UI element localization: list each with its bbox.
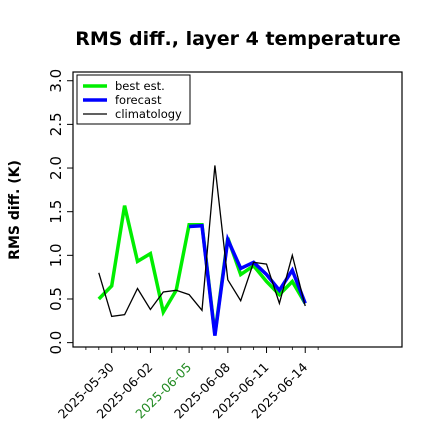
x-axis: 2025-05-302025-06-022025-06-052025-06-08… <box>55 347 319 421</box>
series-layer <box>97 165 307 336</box>
chart-title: RMS diff., layer 4 temperature <box>75 28 401 50</box>
y-tick-label: 2.0 <box>47 156 65 180</box>
legend-label: forecast <box>115 93 162 107</box>
y-tick-label: 1.5 <box>47 200 65 224</box>
legend-label: best est. <box>115 79 165 93</box>
y-axis-label: RMS diff. (K) <box>7 160 23 260</box>
series-line-climatology <box>98 165 306 318</box>
y-tick-label: 0.5 <box>47 287 65 311</box>
y-tick-label: 2.5 <box>47 112 65 136</box>
y-tick-label: 1.0 <box>47 243 65 267</box>
legend-label: climatology <box>115 107 182 121</box>
y-tick-label: 0.0 <box>47 331 65 355</box>
y-tick-label: 3.0 <box>47 69 65 93</box>
y-axis: 0.0 0.5 1.0 1.5 2.0 2.5 3.0 <box>47 69 73 355</box>
